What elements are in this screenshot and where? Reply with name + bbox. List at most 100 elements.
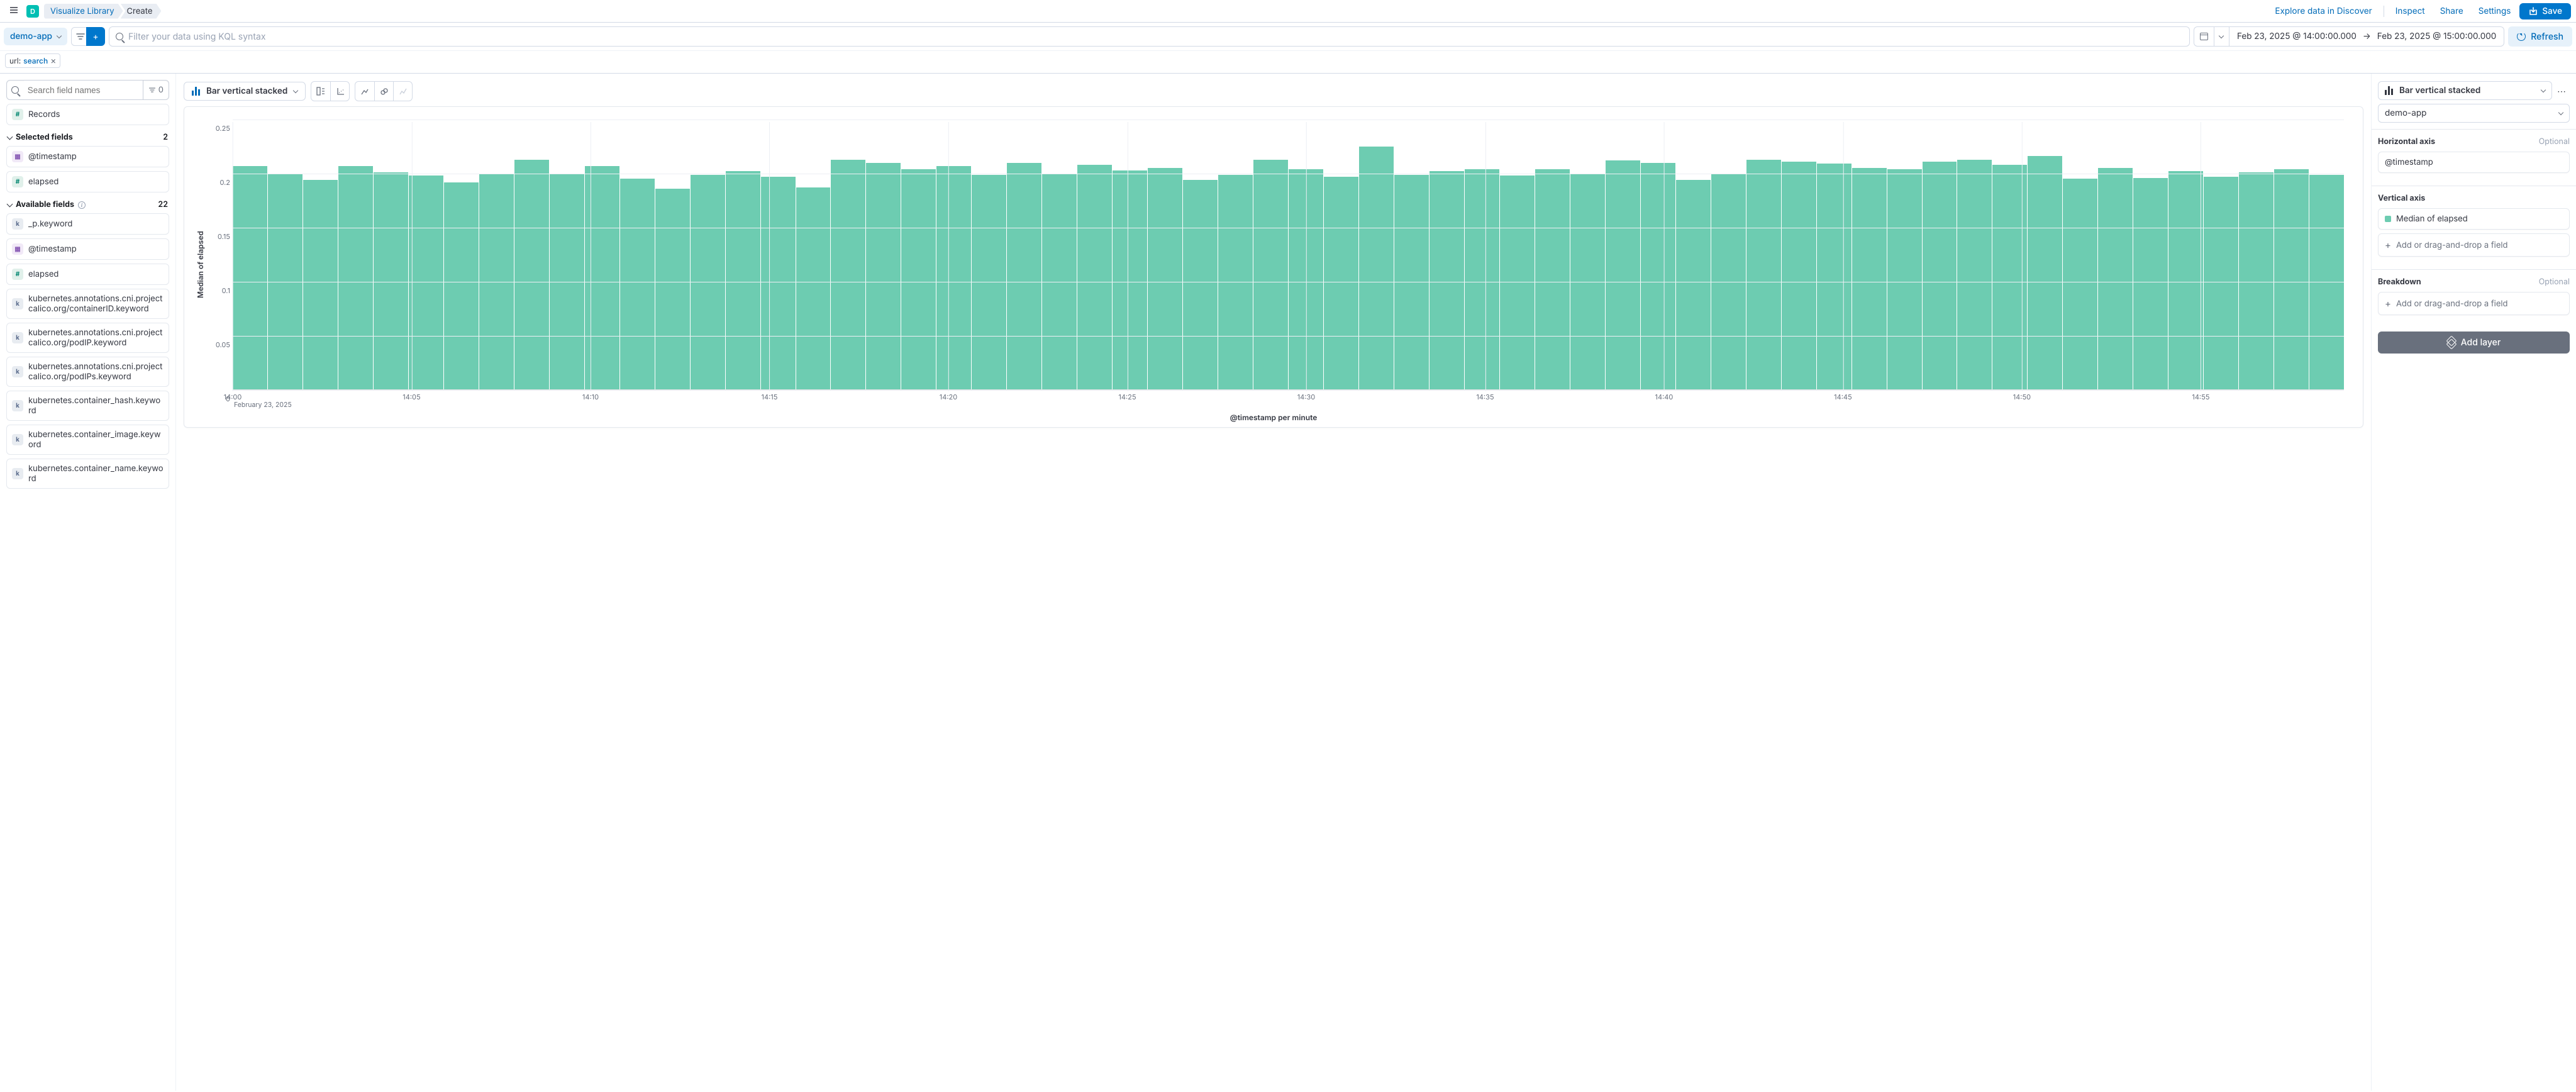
add-layer-label: Add layer [2461, 337, 2501, 348]
bar [655, 189, 690, 389]
bar [2098, 168, 2133, 389]
layers-icon [2447, 339, 2456, 347]
space-avatar[interactable]: D [26, 5, 39, 18]
bar [796, 187, 831, 389]
bar [1113, 170, 1147, 389]
field-token-icon: ▦ [12, 243, 23, 255]
add-layer-button[interactable]: Add layer [2378, 332, 2570, 354]
config-panel: ⋯ Bar vertical stacked demo-app Horizont… [2371, 74, 2576, 1091]
field-name: @timestamp [28, 244, 77, 254]
filter-count: 0 [158, 85, 164, 95]
field-item[interactable]: ▦ @timestamp [6, 238, 169, 260]
visual-options-button[interactable] [374, 82, 393, 101]
chart-type-selector[interactable]: Bar vertical stacked [184, 82, 306, 101]
share-link[interactable]: Share [2434, 4, 2470, 19]
bar-chart-icon [192, 87, 200, 96]
time-quick-select-icon[interactable] [2214, 27, 2229, 46]
x-tick: 14:55 [2192, 393, 2209, 401]
query-input[interactable]: Filter your data using KQL syntax [109, 26, 2190, 47]
add-breakdown-field[interactable]: + Add or drag-and-drop a field [2378, 292, 2570, 315]
suggestion-group-2 [355, 81, 413, 101]
remove-filter-icon[interactable]: × [50, 57, 56, 65]
layer-data-view[interactable]: demo-app [2378, 104, 2570, 123]
x-tick: 14:20 [940, 393, 957, 401]
time-picker[interactable]: Feb 23, 2025 @ 14:00:00.000 → Feb 23, 20… [2194, 26, 2504, 47]
field-name: kubernetes.annotations.cni.projectcalico… [28, 294, 164, 314]
bar [1817, 164, 1852, 389]
bar [1007, 163, 1041, 389]
available-fields-count: 22 [158, 200, 168, 209]
hamburger-menu-icon[interactable] [5, 1, 23, 21]
selected-fields-header[interactable]: Selected fields 2 [8, 133, 168, 142]
vertical-axis-label: Vertical axis [2378, 194, 2425, 203]
save-button[interactable]: Save [2519, 3, 2571, 20]
bar [866, 163, 901, 389]
records-field[interactable]: # Records [6, 104, 169, 125]
add-field-label: Add or drag-and-drop a field [2396, 240, 2508, 250]
field-token-icon: k [12, 298, 23, 309]
legend-position-button[interactable] [311, 82, 330, 101]
x-tick: 14:40 [1655, 393, 1674, 401]
breadcrumb-visualize[interactable]: Visualize Library [44, 4, 123, 19]
field-item[interactable]: #elapsed [6, 264, 169, 285]
field-name: @timestamp [28, 152, 77, 162]
bar [2028, 156, 2062, 389]
explore-link[interactable]: Explore data in Discover [2268, 4, 2378, 19]
field-filter-button[interactable]: 0 [143, 81, 169, 99]
chart-type-label: Bar vertical stacked [206, 86, 287, 96]
refresh-button[interactable]: Refresh [2508, 26, 2572, 47]
data-view-selector[interactable]: demo-app [4, 28, 67, 45]
bar [1500, 176, 1535, 389]
info-icon[interactable]: i [78, 201, 86, 209]
bar [936, 166, 971, 389]
field-search-input[interactable] [24, 81, 143, 99]
field-name: _p.keyword [28, 219, 72, 229]
bar [514, 160, 549, 390]
bar [374, 172, 408, 389]
field-token-icon: # [12, 176, 23, 187]
layer-actions-icon[interactable]: ⋯ [2557, 86, 2567, 97]
chevron-down-icon [2558, 109, 2563, 114]
field-name: kubernetes.container_name.keyword [28, 464, 164, 484]
field-search[interactable]: 0 [6, 80, 169, 100]
bar [1253, 160, 1288, 390]
disabled-option-button [393, 82, 412, 101]
x-axis-label: @timestamp per minute [194, 413, 2353, 422]
suggestion-group-1 [311, 81, 350, 101]
refresh-icon [2517, 32, 2526, 41]
field-item[interactable]: k kubernetes.annotations.cni.projectcalic… [6, 289, 169, 319]
inspect-link[interactable]: Inspect [2389, 4, 2431, 19]
field-item[interactable]: kkubernetes.container_name.keyword [6, 459, 169, 489]
field-token-icon: # [12, 269, 23, 280]
bar [303, 180, 338, 389]
query-placeholder: Filter your data using KQL syntax [128, 31, 265, 42]
field-item[interactable]: #elapsed [6, 171, 169, 192]
layer-chart-type[interactable]: Bar vertical stacked [2378, 81, 2552, 100]
bar [1183, 180, 1218, 389]
y-tick: 0.15 [210, 232, 230, 241]
bar [338, 166, 373, 389]
bar [1852, 168, 1887, 389]
vertical-axis-field[interactable]: Median of elapsed [2378, 208, 2570, 230]
add-vertical-axis-field[interactable]: + Add or drag-and-drop a field [2378, 233, 2570, 257]
bar [2204, 177, 2238, 389]
field-name: kubernetes.container_hash.keyword [28, 396, 164, 416]
field-item[interactable]: kkubernetes.container_image.keyword [6, 425, 169, 455]
horizontal-axis-field[interactable]: @timestamp [2378, 152, 2570, 173]
value-labels-button[interactable] [355, 82, 374, 101]
field-item[interactable]: kkubernetes.annotations.cni.projectcalic… [6, 357, 169, 387]
breadcrumb: Visualize Library Create [44, 4, 161, 19]
field-item[interactable]: ▦@timestamp [6, 146, 169, 167]
available-fields-header[interactable]: Available fields i 22 [8, 200, 168, 209]
settings-link[interactable]: Settings [2472, 4, 2518, 19]
field-item[interactable]: kkubernetes.container_hash.keyword [6, 391, 169, 421]
axis-settings-button[interactable] [330, 82, 349, 101]
arrow-icon: → [2363, 31, 2371, 42]
field-item[interactable]: kkubernetes.annotations.cni.projectcalic… [6, 323, 169, 353]
field-item[interactable]: k_p.keyword [6, 213, 169, 235]
series-color-swatch [2385, 216, 2391, 222]
workspace: Bar vertical stacked [176, 74, 2371, 1091]
filter-pill[interactable]: url: search × [5, 53, 60, 68]
bar [901, 169, 936, 389]
add-filter-button[interactable]: + [86, 27, 105, 46]
